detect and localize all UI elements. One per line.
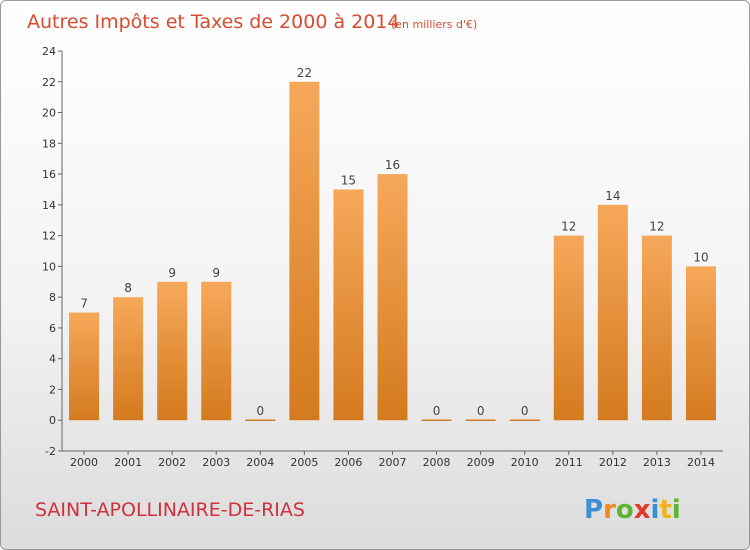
value-label: 0 xyxy=(521,404,529,418)
x-tick-label: 2002 xyxy=(158,456,186,469)
logo-letter: t xyxy=(659,495,671,525)
y-tick-label: 24 xyxy=(42,45,56,58)
value-label: 22 xyxy=(297,66,312,80)
y-tick-label: 20 xyxy=(42,107,56,120)
y-tick-label: 16 xyxy=(42,168,56,181)
logo-letter: i xyxy=(672,495,681,525)
x-tick-label: 2006 xyxy=(334,456,362,469)
bar-2013 xyxy=(641,235,672,421)
bar-2011 xyxy=(553,235,584,421)
value-label: 15 xyxy=(341,173,356,187)
y-tick-label: 0 xyxy=(49,414,56,427)
bar-2001 xyxy=(113,297,144,421)
value-label: 0 xyxy=(256,404,264,418)
logo-letter: i xyxy=(651,495,660,525)
y-tick-label: 22 xyxy=(42,76,56,89)
value-label: 8 xyxy=(124,281,132,295)
value-label: 10 xyxy=(693,250,708,264)
x-tick-label: 2010 xyxy=(511,456,539,469)
x-tick-label: 2014 xyxy=(687,456,715,469)
x-tick-label: 2011 xyxy=(555,456,583,469)
x-tick-label: 2001 xyxy=(114,456,142,469)
x-tick-label: 2008 xyxy=(423,456,451,469)
y-tick-label: 8 xyxy=(49,291,56,304)
y-tick-label: 4 xyxy=(49,353,56,366)
bars-group: 7 8 9 9 0 22 15 16 0 0 0 12 14 12 10 xyxy=(69,66,716,421)
y-tick-label: -2 xyxy=(45,445,56,458)
chart-subtitle: (en milliers d'€) xyxy=(391,18,477,31)
x-tick-label: 2013 xyxy=(643,456,671,469)
value-label: 16 xyxy=(385,158,400,172)
value-label: 7 xyxy=(80,297,88,311)
value-label: 12 xyxy=(561,220,576,234)
logo-letter: x xyxy=(634,495,651,525)
bar-2000 xyxy=(69,312,100,421)
x-tick-label: 2012 xyxy=(599,456,627,469)
chart-title: Autres Impôts et Taxes de 2000 à 2014 xyxy=(27,11,400,33)
value-label: 0 xyxy=(477,404,485,418)
y-tick-label: 2 xyxy=(49,383,56,396)
logo-letter: o xyxy=(616,495,634,525)
place-name: SAINT-APOLLINAIRE-DE-RIAS xyxy=(35,499,305,521)
y-tick-label: 10 xyxy=(42,260,56,273)
logo-letter: r xyxy=(603,495,616,525)
y-tick-label: 18 xyxy=(42,137,56,150)
x-tick-label: 2004 xyxy=(246,456,274,469)
x-tick-label: 2007 xyxy=(379,456,407,469)
proxiti-logo: Proxiti xyxy=(584,495,681,525)
bar-2007 xyxy=(377,174,408,421)
bar-2014 xyxy=(685,266,716,421)
y-tick-label: 12 xyxy=(42,230,56,243)
bar-2012 xyxy=(597,204,628,421)
x-tick-label: 2005 xyxy=(290,456,318,469)
value-label: 12 xyxy=(649,220,664,234)
x-tick-label: 2009 xyxy=(467,456,495,469)
value-label: 9 xyxy=(168,266,176,280)
value-label: 9 xyxy=(212,266,220,280)
y-tick-label: 6 xyxy=(49,322,56,335)
bar-2005 xyxy=(289,81,320,421)
x-tick-label: 2003 xyxy=(202,456,230,469)
bar-2006 xyxy=(333,189,364,421)
logo-letter: P xyxy=(584,495,603,525)
x-tick-label: 2000 xyxy=(70,456,98,469)
bar-2002 xyxy=(157,281,188,421)
bar-2003 xyxy=(201,281,232,421)
value-label: 14 xyxy=(605,189,620,203)
value-label: 0 xyxy=(433,404,441,418)
y-tick-label: 14 xyxy=(42,199,56,212)
